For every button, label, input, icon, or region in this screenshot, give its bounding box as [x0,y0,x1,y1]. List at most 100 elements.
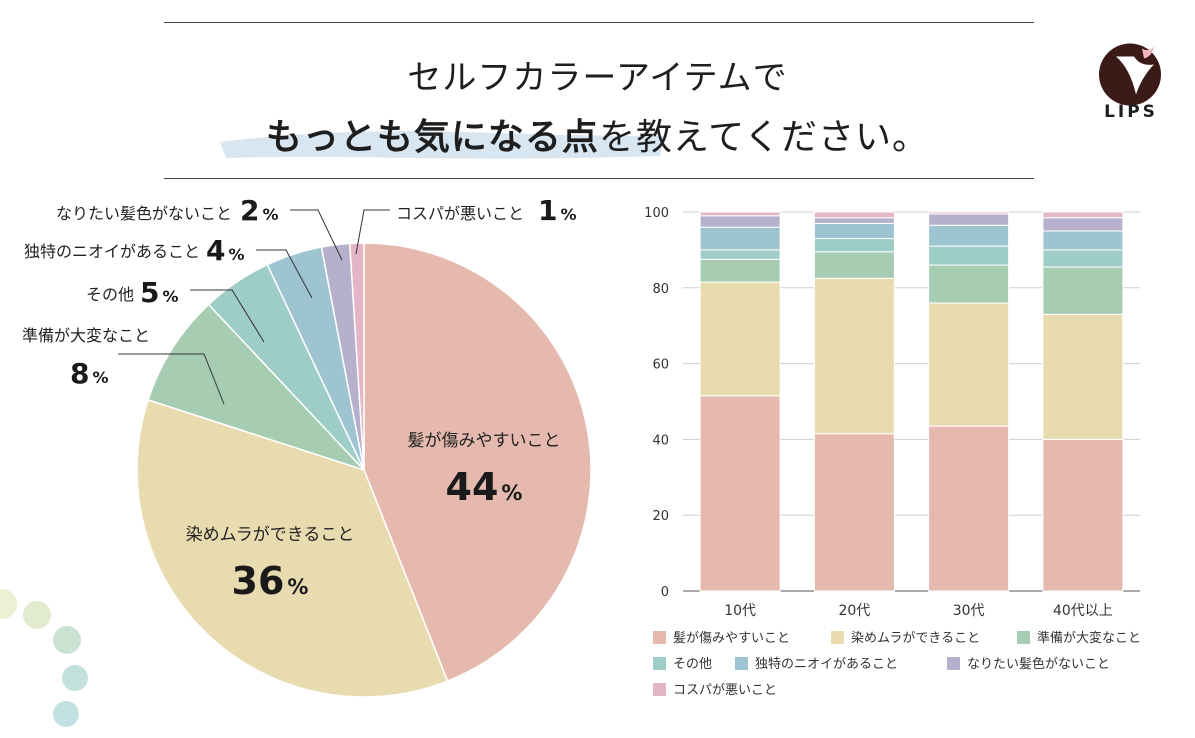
bar-segment-hair_damage [928,425,1010,592]
pie-label-value: 36% [232,559,309,603]
bar-segment-hard [1042,266,1124,315]
pie-label-name: 染めムラができること [186,525,355,545]
y-tick-label: 80 [652,282,669,297]
legend-item-smell: 独特のニオイがあること [735,657,898,672]
pie-label-hair_damage: 髪が傷みやすいこと 44% [408,431,561,509]
pie-label-name: 髪が傷みやすいこと [408,431,561,451]
legend-label: 髪が傷みやすいこと [673,631,790,646]
pie-label-value: 5% [140,276,179,309]
title-line-1: セルフカラーアイテムで [407,58,788,98]
bar-segment-other [928,245,1010,266]
pie-label-name: その他 [86,285,134,304]
legend-label: コスパが悪いこと [673,683,777,698]
pie-label-smell: 独特のニオイがあること 4% [24,234,245,267]
bar-segment-other [699,249,781,260]
pie-chart: 髪が傷みやすいこと 44 % 染めムラができること 36 % 準備が大変なこと 8 % その他 5%… [22,194,592,698]
bar-segment-hard [699,258,781,283]
bar-segment-cost [928,211,1010,215]
pie-label-name: なりたい髪色がないこと [56,204,232,223]
legend-item-hair_damage: 髪が傷みやすいこと [653,631,790,646]
bar-segment-smell [699,226,781,251]
legend-item-cost: コスパが悪いこと [653,683,777,698]
legend-swatch [947,657,960,670]
pie-slice-hair_damage [363,242,592,683]
bar-segment-other [813,238,895,253]
pie-label-value: 1% [538,194,577,227]
leader-line-cost [355,209,390,255]
legend-swatch [653,631,666,644]
bar-segment-color_mismatch [1042,217,1124,232]
bar-segment-uneven [1042,313,1124,440]
legend-label: その他 [673,657,712,672]
y-tick-label: 100 [644,206,669,221]
legend-swatch [735,657,748,670]
bar-segment-uneven [813,277,895,435]
legend-label: 独特のニオイがあること [755,657,898,672]
pie-slice-uneven [136,398,449,698]
bar-segment-smell [928,224,1010,247]
bar-segment-uneven [928,302,1010,427]
leader-line-other [190,289,265,343]
y-tick-label: 0 [661,585,669,600]
leader-line-color_mismatch [290,209,343,261]
pie-label-name: 独特のニオイがあること [24,242,200,261]
pie-label-color_mismatch: なりたい髪色がないこと 2% [56,194,279,227]
x-tick-label: 10代 [724,603,756,619]
legend-swatch [1017,631,1030,644]
x-tick-label: 20代 [838,603,870,619]
pie-label-name: 準備が大変なこと [22,326,150,345]
x-tick-label: 30代 [953,603,985,619]
bar-segment-uneven [699,281,781,397]
y-tick-label: 60 [652,358,669,373]
pie-label-value: 2% [240,194,279,227]
top-rule [164,22,1034,23]
title-emphasis: もっとも気になる点 [265,117,599,158]
bar-segment-cost [813,211,895,219]
legend-label: 準備が大変なこと [1037,630,1141,646]
legend-item-hard: 準備が大変なこと [1017,630,1141,646]
y-tick-label: 40 [652,433,669,448]
bar-segment-hair_damage [1042,438,1124,592]
pie-label-hard: 準備が大変なこと 8% [22,326,150,390]
bar-segment-hard [813,251,895,279]
legend-label: 染めムラができること [851,631,980,646]
pie-label-value: 44% [446,465,523,509]
bar-segment-smell [813,222,895,240]
legend-swatch [653,657,666,670]
bar-segment-color_mismatch [813,217,895,224]
x-tick-label: 40代以上 [1053,603,1113,619]
bar-segment-hair_damage [699,395,781,592]
bar-segment-hair_damage [813,433,895,592]
pie-slice-cost [348,242,365,471]
brush-highlight [220,131,664,159]
legend-swatch [653,683,666,696]
legend-item-uneven: 染めムラができること [831,631,980,646]
title-rest: を教えてください。 [598,117,930,158]
leader-line-hard [118,353,225,405]
bottom-rule [164,178,1034,179]
bar-segment-hard [928,264,1010,304]
legend-item-other: その他 [653,657,712,672]
title-line-2: もっとも気になる点を教えてください。 [0,108,1195,160]
bar-segment-color_mismatch [928,213,1010,226]
pie-label-cost: コスパが悪いこと 1% [396,194,577,227]
bar-segment-cost [699,211,781,217]
pie-label-value: 8% [70,357,109,390]
pie-slice-hard [147,303,365,471]
pie-label-name: コスパが悪いこと [396,204,524,223]
legend-label: なりたい髪色がないこと [967,656,1110,672]
pie-label-value: 4% [206,234,245,267]
pie-label-other: その他 5% [86,276,179,309]
bar-segment-cost [1042,211,1124,219]
y-tick-label: 20 [652,509,669,524]
pie-label-uneven: 染めムラができること 36% [186,525,355,603]
bar-segment-other [1042,249,1124,268]
lips-logo-icon [1099,43,1161,106]
bar-segment-color_mismatch [699,215,781,228]
legend-swatch [831,631,844,644]
leader-line-smell [256,249,313,299]
logo-text: LIPS [1104,102,1158,122]
bar-segment-smell [1042,230,1124,251]
legend-item-color_mismatch: なりたい髪色がないこと [947,656,1110,672]
